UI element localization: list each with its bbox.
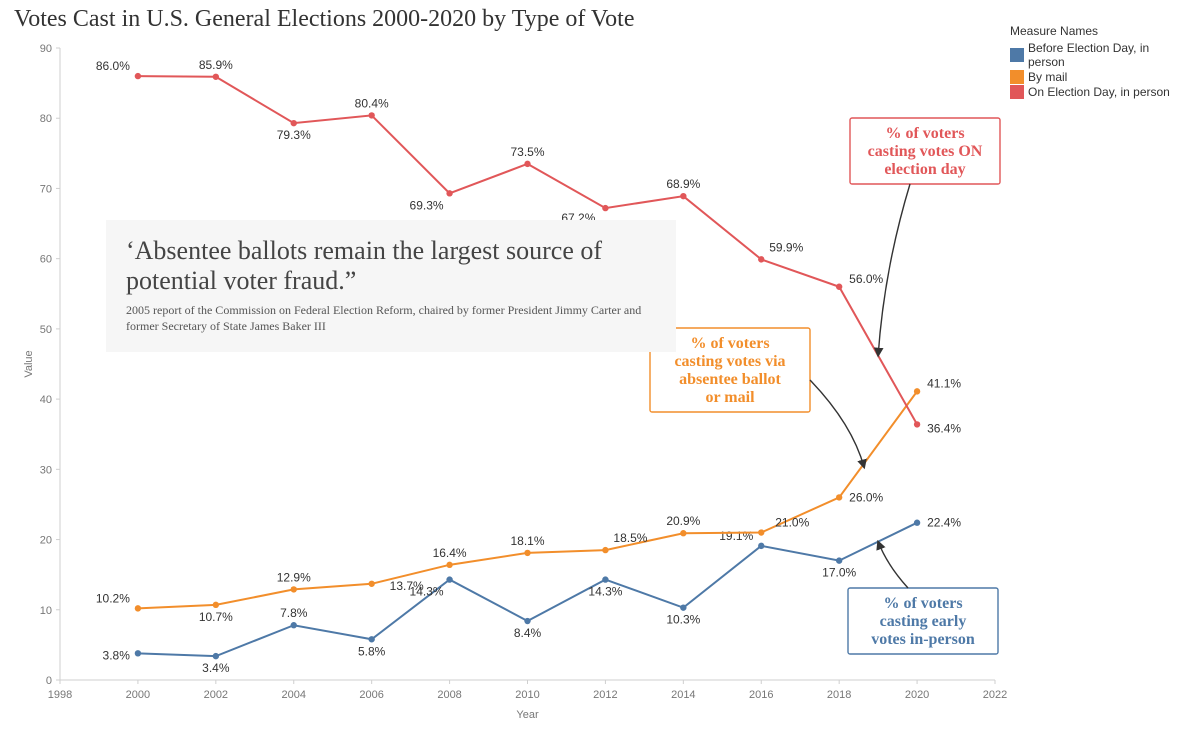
svg-text:73.5%: 73.5% — [510, 145, 544, 159]
svg-text:% of voters: % of voters — [883, 595, 962, 612]
svg-text:5.8%: 5.8% — [358, 644, 386, 658]
svg-text:17.0%: 17.0% — [822, 566, 856, 580]
svg-text:2012: 2012 — [593, 689, 617, 701]
svg-text:90: 90 — [40, 43, 52, 55]
svg-text:20.9%: 20.9% — [666, 514, 700, 528]
svg-text:casting early: casting early — [880, 613, 967, 630]
svg-text:2022: 2022 — [983, 689, 1007, 701]
svg-text:18.5%: 18.5% — [613, 531, 647, 545]
legend-item: Before Election Day, in person — [1010, 41, 1180, 69]
svg-text:2014: 2014 — [671, 689, 695, 701]
svg-text:% of voters: % of voters — [885, 125, 964, 142]
svg-text:votes in-person: votes in-person — [871, 631, 975, 648]
svg-text:68.9%: 68.9% — [666, 177, 700, 191]
svg-text:50: 50 — [40, 324, 52, 336]
svg-text:1998: 1998 — [48, 689, 72, 701]
svg-text:70: 70 — [40, 183, 52, 195]
svg-text:12.9%: 12.9% — [277, 570, 311, 584]
svg-text:Year: Year — [516, 709, 539, 721]
svg-text:14.3%: 14.3% — [588, 585, 622, 599]
svg-text:casting votes ON: casting votes ON — [868, 143, 983, 160]
svg-text:election day: election day — [884, 161, 965, 178]
legend-item: By mail — [1010, 70, 1180, 84]
svg-text:36.4%: 36.4% — [927, 421, 961, 435]
svg-text:3.8%: 3.8% — [103, 648, 131, 662]
svg-text:2006: 2006 — [359, 689, 383, 701]
svg-text:69.3%: 69.3% — [410, 198, 444, 212]
svg-text:79.3%: 79.3% — [277, 128, 311, 142]
svg-text:0: 0 — [46, 675, 52, 687]
svg-text:10: 10 — [40, 605, 52, 617]
svg-text:13.7%: 13.7% — [390, 579, 424, 593]
svg-text:casting votes via: casting votes via — [674, 353, 785, 370]
svg-text:% of voters: % of voters — [690, 335, 769, 352]
quote-caption: 2005 report of the Commission on Federal… — [126, 302, 656, 334]
svg-text:80.4%: 80.4% — [355, 96, 389, 110]
svg-text:or mail: or mail — [705, 389, 755, 406]
legend-title: Measure Names — [1010, 24, 1180, 38]
chart-title: Votes Cast in U.S. General Elections 200… — [14, 6, 634, 33]
svg-text:21.0%: 21.0% — [775, 516, 809, 530]
svg-text:20: 20 — [40, 535, 52, 547]
svg-text:60: 60 — [40, 254, 52, 266]
svg-text:2008: 2008 — [437, 689, 461, 701]
chart-root: Votes Cast in U.S. General Elections 200… — [0, 0, 1200, 743]
svg-text:40: 40 — [40, 394, 52, 406]
svg-text:10.3%: 10.3% — [666, 613, 700, 627]
svg-text:18.1%: 18.1% — [510, 534, 544, 548]
legend-label: On Election Day, in person — [1028, 85, 1170, 99]
legend: Measure Names Before Election Day, in pe… — [1010, 24, 1180, 99]
svg-text:80: 80 — [40, 113, 52, 125]
svg-text:2018: 2018 — [827, 689, 851, 701]
svg-text:absentee ballot: absentee ballot — [679, 371, 781, 388]
svg-text:3.4%: 3.4% — [202, 661, 230, 675]
svg-text:26.0%: 26.0% — [849, 490, 883, 504]
svg-text:16.4%: 16.4% — [433, 546, 467, 560]
svg-text:2000: 2000 — [126, 689, 150, 701]
svg-text:59.9%: 59.9% — [769, 240, 803, 254]
svg-text:8.4%: 8.4% — [514, 626, 542, 640]
svg-text:22.4%: 22.4% — [927, 516, 961, 530]
svg-text:10.2%: 10.2% — [96, 591, 130, 605]
svg-text:7.8%: 7.8% — [280, 606, 308, 620]
svg-text:19.1%: 19.1% — [719, 529, 753, 543]
svg-text:10.7%: 10.7% — [199, 610, 233, 624]
svg-text:Value: Value — [23, 350, 35, 377]
svg-text:30: 30 — [40, 464, 52, 476]
quote-box: ‘Absentee ballots remain the largest sou… — [106, 220, 676, 352]
svg-text:2020: 2020 — [905, 689, 929, 701]
svg-text:85.9%: 85.9% — [199, 58, 233, 72]
legend-label: By mail — [1028, 70, 1067, 84]
svg-text:2010: 2010 — [515, 689, 539, 701]
legend-item: On Election Day, in person — [1010, 85, 1180, 99]
quote-text: ‘Absentee ballots remain the largest sou… — [126, 236, 656, 296]
svg-text:41.1%: 41.1% — [927, 376, 961, 390]
legend-label: Before Election Day, in person — [1028, 41, 1180, 69]
svg-text:2004: 2004 — [282, 689, 306, 701]
svg-text:2002: 2002 — [204, 689, 228, 701]
svg-text:86.0%: 86.0% — [96, 59, 130, 73]
svg-text:2016: 2016 — [749, 689, 773, 701]
svg-text:56.0%: 56.0% — [849, 272, 883, 286]
plot-svg: 0 10 20 30 40 50 60 70 80 90 1998 2000 2002 2004 2006 2… — [20, 40, 1025, 730]
